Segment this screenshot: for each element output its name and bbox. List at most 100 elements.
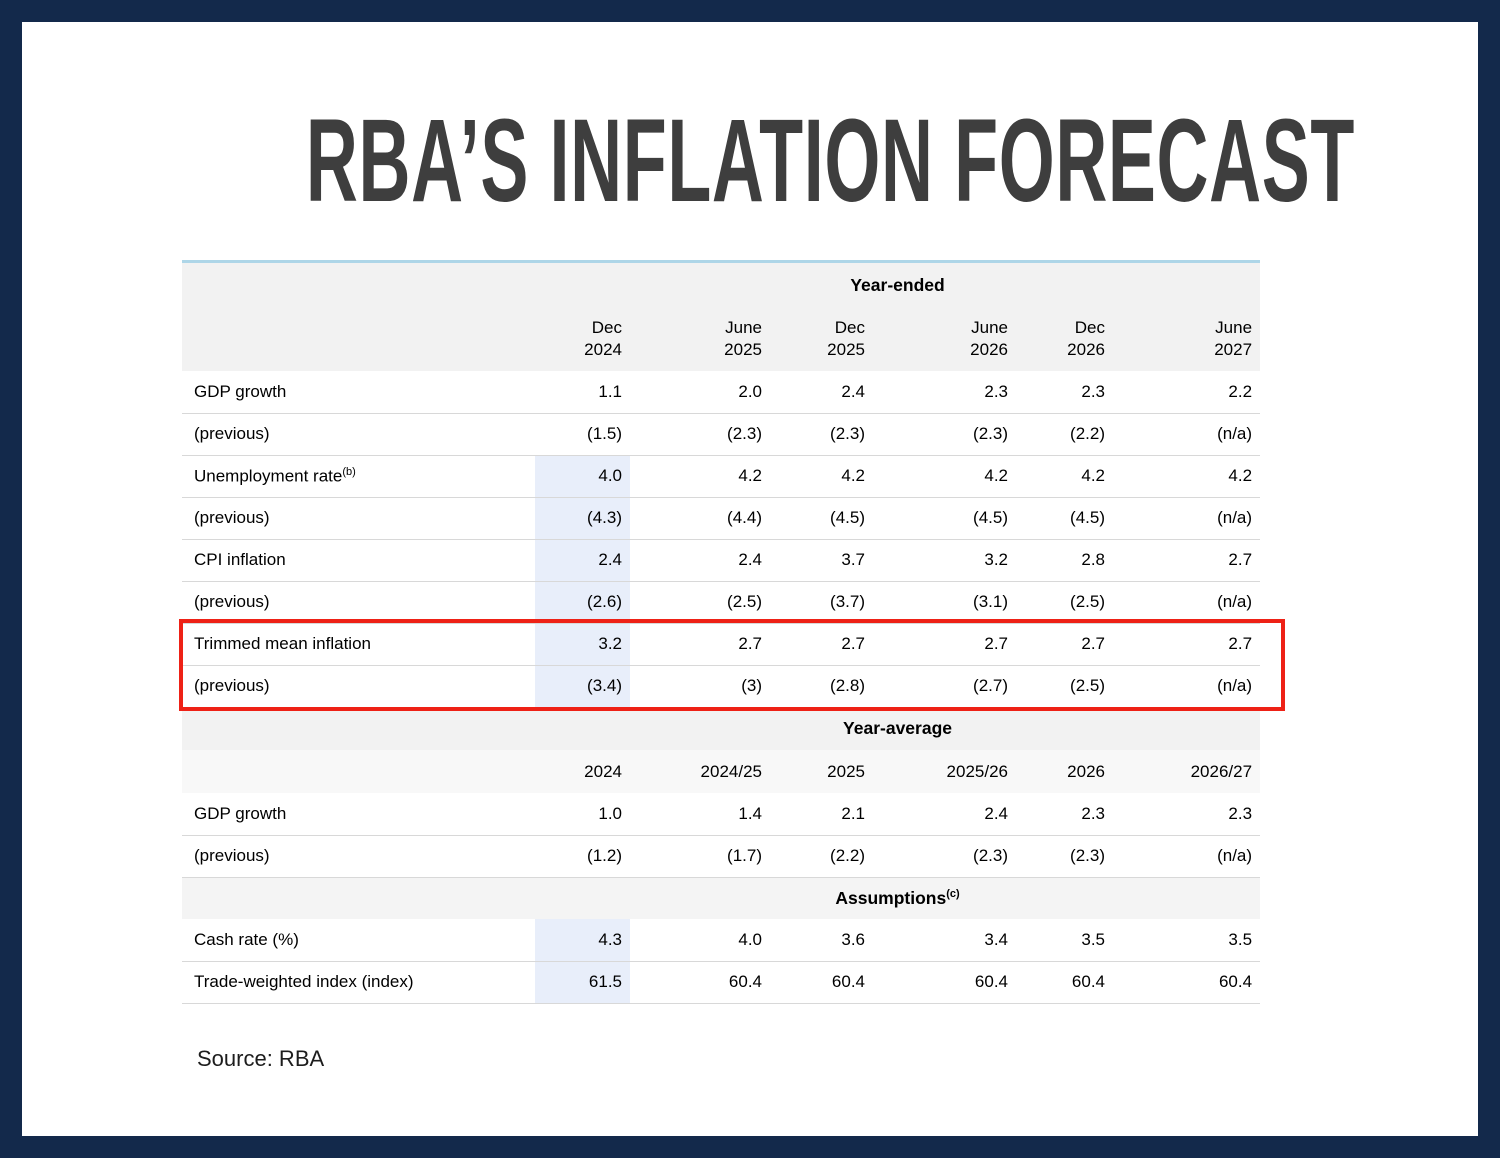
table-row-cash-rate: Cash rate (%) 4.3 4.0 3.6 3.4 3.5 3.5 [182, 919, 1261, 962]
value-cell: 60.4 [630, 961, 770, 1004]
value-cell: 60.4 [873, 961, 1016, 1004]
value-cell: 2.2 [1113, 371, 1261, 414]
column-header: Dec 2024 [535, 307, 630, 371]
value-cell: (2.3) [1016, 835, 1113, 878]
column-header-row-year-ended: Dec 2024 June 2025 Dec 2025 June 2026 [182, 307, 1261, 371]
column-header: Dec 2026 [1016, 307, 1113, 371]
value-cell: (2.3) [770, 413, 873, 456]
value-cell: 2.4 [535, 539, 630, 582]
value-cell: (1.5) [535, 413, 630, 456]
value-cell: 60.4 [1113, 961, 1261, 1004]
value-cell: 60.4 [1016, 961, 1113, 1004]
value-cell: 2.3 [1016, 793, 1113, 836]
value-cell: (2.6) [535, 581, 630, 624]
value-cell: (4.5) [770, 497, 873, 540]
row-label: CPI inflation [182, 539, 535, 582]
value-cell: (3.4) [535, 665, 630, 708]
column-header: 2026/27 [1113, 750, 1261, 793]
column-year: 2026 [970, 340, 1008, 359]
value-cell: 4.2 [770, 455, 873, 498]
value-cell: 4.2 [630, 455, 770, 498]
value-cell: 2.3 [1016, 371, 1113, 414]
column-year: 2027 [1214, 340, 1253, 359]
value-cell: 4.0 [630, 919, 770, 962]
value-cell: 2.7 [873, 623, 1016, 666]
value-cell: (4.5) [1016, 497, 1113, 540]
value-cell: (4.5) [873, 497, 1016, 540]
column-header: 2024 [535, 750, 630, 793]
footnote-marker: (b) [342, 465, 356, 478]
row-label: Unemployment rate(b) [182, 455, 535, 498]
row-label: Trimmed mean inflation [182, 623, 535, 666]
row-label: (previous) [182, 835, 535, 878]
value-cell: (n/a) [1113, 413, 1261, 456]
value-cell: 3.2 [873, 539, 1016, 582]
column-header-row-year-average: 2024 2024/25 2025 2025/26 2026 2026/27 [182, 750, 1261, 793]
section-row-assumptions: Assumptions(c) [182, 877, 1261, 919]
column-header: 2025/26 [873, 750, 1016, 793]
source-note: Source: RBA [197, 1045, 325, 1071]
value-cell: 2.4 [630, 539, 770, 582]
forecast-table: Year-ended Dec 2024 June 2025 Dec [179, 260, 1285, 1004]
section-row-year-ended: Year-ended [182, 263, 1261, 307]
value-cell: (2.5) [1016, 581, 1113, 624]
column-period: Dec [834, 317, 865, 337]
value-cell: (2.2) [770, 835, 873, 878]
column-header: 2024/25 [630, 750, 770, 793]
spacer-cell [182, 263, 535, 307]
value-cell: 1.1 [535, 371, 630, 414]
value-cell: (2.3) [630, 413, 770, 456]
value-cell: 2.1 [770, 793, 873, 836]
value-cell: (1.2) [535, 835, 630, 878]
value-cell: 3.4 [873, 919, 1016, 962]
column-period: June [1215, 317, 1253, 337]
value-cell: (3) [630, 665, 770, 708]
value-cell: 1.0 [535, 793, 630, 836]
spacer-cell [182, 307, 535, 371]
column-period: Dec [591, 317, 622, 337]
value-cell: (2.8) [770, 665, 873, 708]
value-cell: 2.7 [1113, 539, 1261, 582]
value-cell: (3.7) [770, 581, 873, 624]
value-cell: 2.4 [873, 793, 1016, 836]
column-header: June 2026 [873, 307, 1016, 371]
column-year: 2024 [584, 340, 622, 359]
row-label: GDP growth [182, 371, 535, 414]
section-title-text: Assumptions [835, 887, 947, 908]
value-cell: 3.2 [535, 623, 630, 666]
column-header: 2026 [1016, 750, 1113, 793]
row-label: (previous) [182, 497, 535, 540]
value-cell: (n/a) [1113, 581, 1261, 624]
row-label: (previous) [182, 581, 535, 624]
value-cell: 2.7 [1016, 623, 1113, 666]
value-cell: 3.5 [1113, 919, 1261, 962]
column-header: 2025 [770, 750, 873, 793]
section-row-year-average: Year-average [182, 707, 1261, 750]
value-cell: (3.1) [873, 581, 1016, 624]
value-cell: 61.5 [535, 961, 630, 1004]
value-cell: 2.7 [630, 623, 770, 666]
rba-forecast-table: Year-ended Dec 2024 June 2025 Dec [182, 263, 1261, 1004]
value-cell: 4.0 [535, 455, 630, 498]
value-cell: (2.3) [873, 835, 1016, 878]
value-cell: 60.4 [770, 961, 873, 1004]
row-label: Trade-weighted index (index) [182, 961, 535, 1004]
column-year: 2025 [724, 340, 762, 359]
value-cell: (2.7) [873, 665, 1016, 708]
table-row-gdp-growth-average-previous: (previous) (1.2) (1.7) (2.2) (2.3) (2.3)… [182, 835, 1261, 878]
value-cell: 2.0 [630, 371, 770, 414]
column-header: Dec 2025 [770, 307, 873, 371]
table-row-cpi-previous: (previous) (2.6) (2.5) (3.7) (3.1) (2.5)… [182, 581, 1261, 624]
value-cell: (2.2) [1016, 413, 1113, 456]
row-label: GDP growth [182, 793, 535, 836]
column-year: 2026 [1067, 340, 1105, 359]
table-row-gdp-growth-average: GDP growth 1.0 1.4 2.1 2.4 2.3 2.3 [182, 793, 1261, 836]
table-row-gdp-growth-previous: (previous) (1.5) (2.3) (2.3) (2.3) (2.2)… [182, 413, 1261, 456]
value-cell: (4.4) [630, 497, 770, 540]
value-cell: 2.7 [770, 623, 873, 666]
table-row-cpi-inflation: CPI inflation 2.4 2.4 3.7 3.2 2.8 2.7 [182, 539, 1261, 582]
row-label: Cash rate (%) [182, 919, 535, 962]
footnote-marker: (c) [946, 887, 960, 900]
page-title: RBA’S INFLATION FORECAST [305, 95, 1355, 227]
table-row-gdp-growth: GDP growth 1.1 2.0 2.4 2.3 2.3 2.2 [182, 371, 1261, 414]
